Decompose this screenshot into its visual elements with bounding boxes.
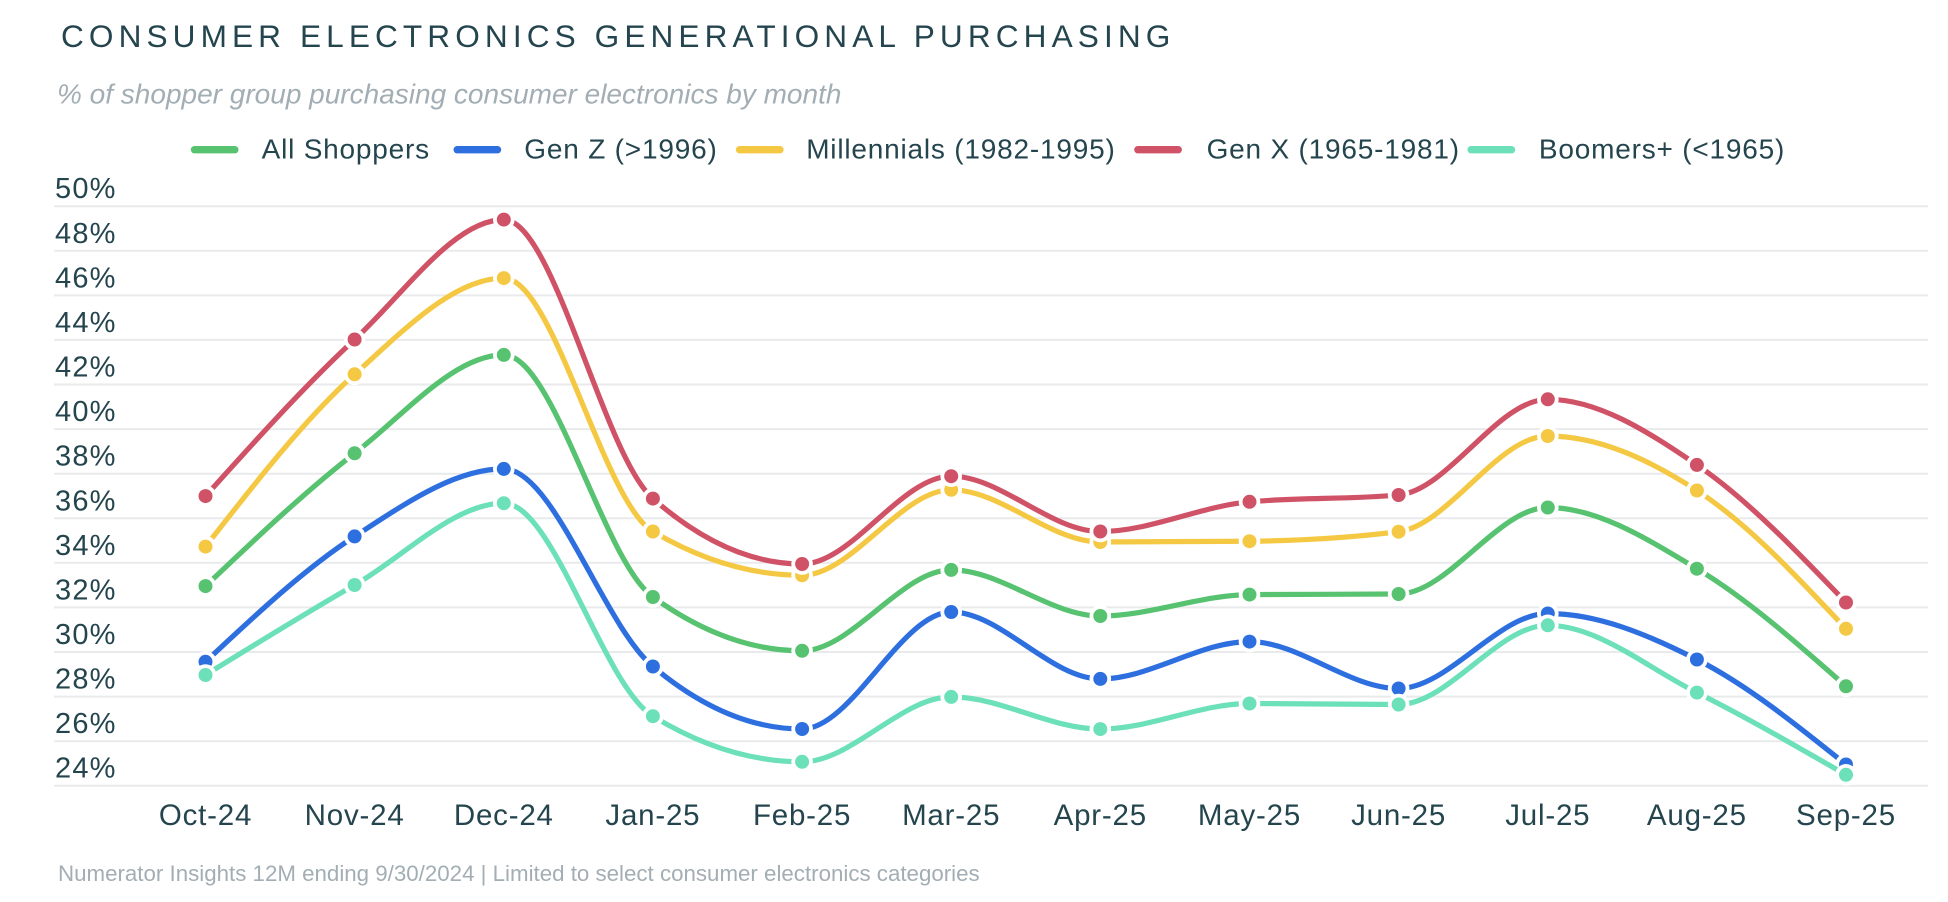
svg-text:Apr-25: Apr-25 [1054, 799, 1147, 832]
svg-text:Sep-25: Sep-25 [1796, 799, 1896, 832]
svg-text:Aug-25: Aug-25 [1647, 799, 1747, 832]
svg-text:38%: 38% [55, 441, 117, 473]
svg-text:28%: 28% [55, 664, 117, 696]
svg-text:Oct-24: Oct-24 [159, 799, 252, 832]
svg-text:Feb-25: Feb-25 [753, 799, 851, 832]
svg-text:Nov-24: Nov-24 [305, 799, 405, 832]
svg-text:Jan-25: Jan-25 [605, 799, 700, 832]
svg-text:Mar-25: Mar-25 [902, 799, 1000, 832]
svg-text:Gen Z (>1996): Gen Z (>1996) [524, 134, 717, 165]
svg-text:Numerator Insights 12M ending: Numerator Insights 12M ending 9/30/2024 … [58, 861, 980, 886]
svg-text:Jul-25: Jul-25 [1505, 799, 1590, 832]
svg-text:32%: 32% [55, 574, 117, 606]
svg-text:All Shoppers: All Shoppers [262, 134, 430, 165]
svg-text:Jun-25: Jun-25 [1351, 799, 1446, 832]
svg-text:50%: 50% [55, 173, 117, 205]
svg-text:24%: 24% [55, 753, 117, 785]
svg-text:% of shopper group purchasing: % of shopper group purchasing consumer e… [57, 79, 841, 110]
svg-text:34%: 34% [55, 530, 117, 562]
svg-text:30%: 30% [55, 619, 117, 651]
svg-text:46%: 46% [55, 262, 117, 294]
svg-text:26%: 26% [55, 708, 117, 740]
svg-text:36%: 36% [55, 485, 117, 517]
svg-text:Gen X (1965-1981): Gen X (1965-1981) [1207, 134, 1460, 165]
svg-text:44%: 44% [55, 307, 117, 339]
svg-text:May-25: May-25 [1198, 799, 1301, 832]
svg-text:48%: 48% [55, 218, 117, 250]
svg-text:Dec-24: Dec-24 [454, 799, 554, 832]
svg-text:40%: 40% [55, 396, 117, 428]
svg-text:42%: 42% [55, 352, 117, 384]
svg-text:CONSUMER ELECTRONICS GENERATIO: CONSUMER ELECTRONICS GENERATIONAL PURCHA… [61, 18, 1175, 54]
svg-text:Millennials (1982-1995): Millennials (1982-1995) [806, 134, 1115, 165]
svg-text:Boomers+ (<1965): Boomers+ (<1965) [1539, 134, 1785, 165]
